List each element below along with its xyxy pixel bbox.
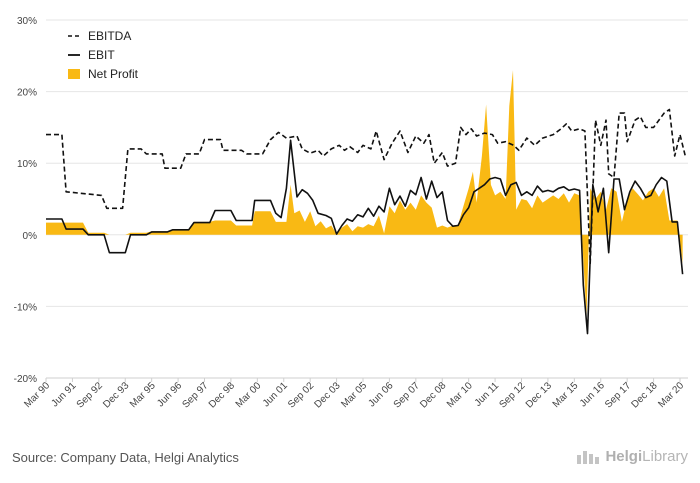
x-tick-label: Jun 91 (50, 380, 79, 409)
x-tick-label: Mar 05 (339, 380, 369, 410)
x-tick-label: Dec 08 (418, 380, 448, 410)
x-tick-label: Sep 12 (497, 380, 527, 410)
legend-ebitda-label[interactable]: EBITDA (88, 29, 131, 43)
y-tick-label: 10% (17, 159, 37, 170)
x-tick-label: Jun 16 (578, 380, 607, 409)
ebitda-line (46, 108, 687, 265)
lines-layer (46, 108, 687, 335)
y-tick-label: 30% (17, 16, 37, 27)
legend-net-profit-label[interactable]: Net Profit (88, 67, 139, 81)
x-tick-label: Dec 13 (524, 380, 554, 410)
x-tick-label: Dec 03 (313, 380, 343, 410)
legend: EBITDA EBIT Net Profit (68, 29, 139, 81)
x-tick-label: Mar 00 (234, 380, 264, 410)
y-tick-label: -10% (14, 302, 37, 313)
x-tick-label: Jun 96 (155, 380, 184, 409)
legend-net-profit-swatch (68, 69, 80, 79)
x-tick-label: Dec 98 (207, 380, 237, 410)
x-tick-label: Sep 02 (286, 380, 316, 410)
x-tick-label: Jun 06 (367, 380, 396, 409)
ebit-line (46, 139, 684, 335)
x-tick-label: Mar 10 (445, 380, 475, 410)
x-tick-label: Mar 20 (656, 380, 686, 410)
x-tick-label: Dec 18 (630, 380, 660, 410)
x-tick-label: Jun 11 (473, 380, 502, 409)
legend-ebit-label[interactable]: EBIT (88, 48, 115, 62)
x-tick-label: Sep 17 (603, 380, 633, 410)
source-note: Source: Company Data, Helgi Analytics (12, 450, 239, 465)
x-tick-label: Sep 97 (180, 380, 210, 410)
brand-suffix: Library (642, 448, 688, 465)
y-tick-label: -20% (14, 374, 37, 385)
x-tick-label: Jun 01 (261, 380, 290, 409)
brand-prefix: Helgi (605, 448, 643, 465)
x-tick-label: Mar 15 (551, 380, 581, 410)
x-tick-label: Sep 07 (392, 380, 422, 410)
x-tick-label: Mar 95 (128, 380, 158, 410)
helgi-library-logo: HelgiLibrary (577, 448, 688, 465)
x-tick-label: Sep 92 (75, 380, 105, 410)
building-icon (577, 450, 600, 464)
y-tick-label: 20% (17, 88, 37, 99)
y-tick-label: 0% (23, 231, 38, 242)
x-tick-label: Dec 93 (101, 380, 131, 410)
